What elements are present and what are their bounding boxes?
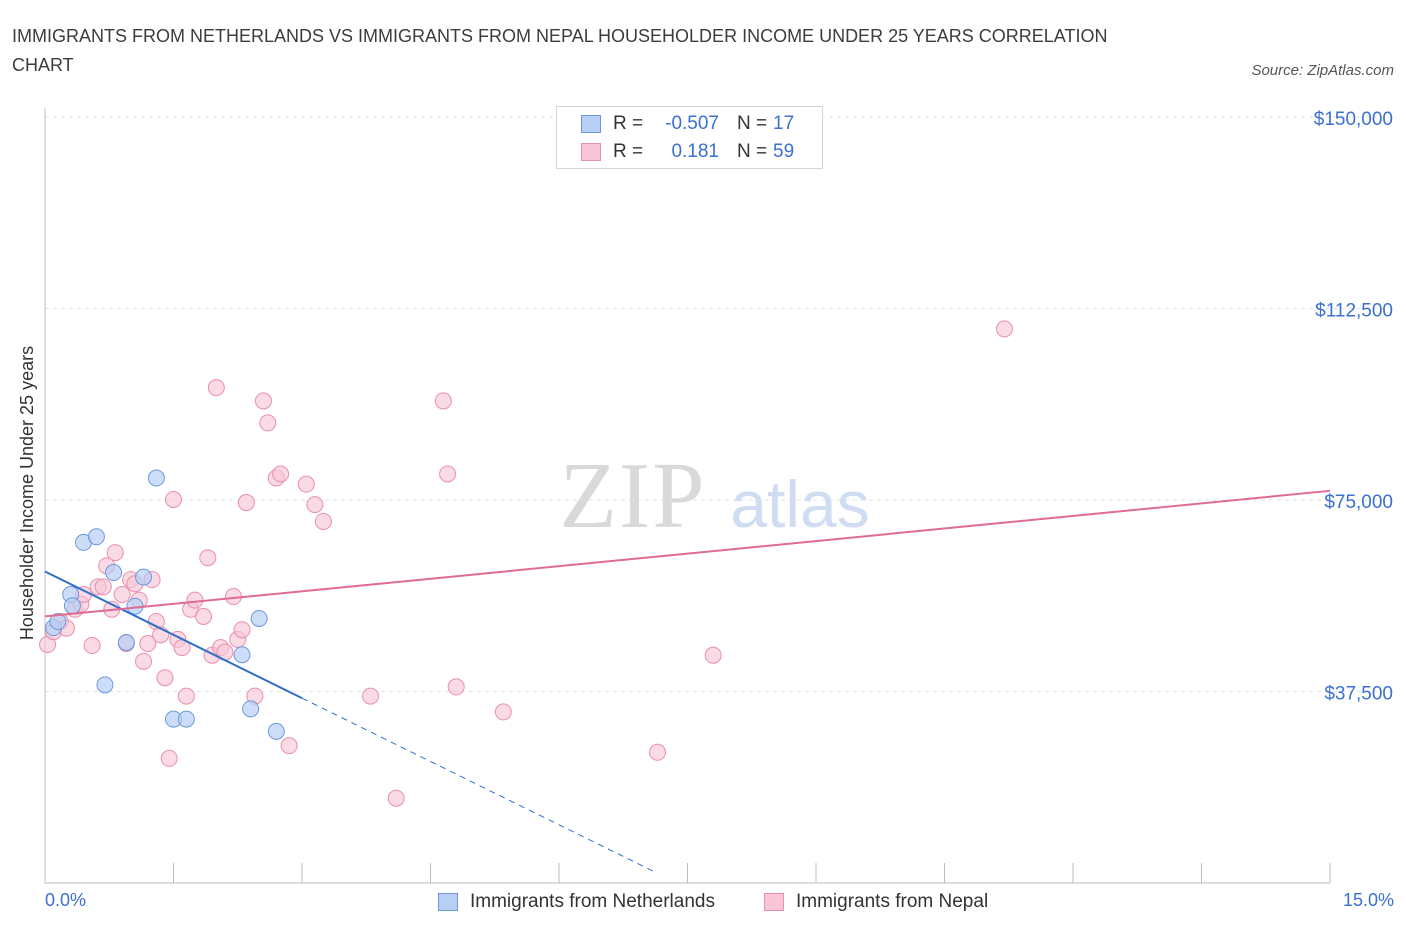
- x-tick-label-max: 15.0%: [1342, 890, 1394, 910]
- netherlands-point: [177, 710, 195, 728]
- nepal-point: [494, 703, 512, 721]
- nepal-point: [194, 607, 212, 625]
- nepal-point: [649, 743, 667, 761]
- y-tick-label: $112,500: [1315, 301, 1393, 322]
- source-label: Source: ZipAtlas.com: [1251, 62, 1394, 79]
- legend-row-nepal: R = 0.181 N = 59: [581, 139, 809, 165]
- netherlands-trend-line: [44, 570, 303, 700]
- nepal-point: [280, 737, 298, 755]
- legend-n-label: N =: [737, 113, 768, 134]
- legend-r-value: 0.181: [671, 141, 719, 162]
- netherlands-point: [63, 597, 81, 615]
- nepal-point: [113, 585, 131, 603]
- series-netherlands: [45, 469, 285, 740]
- nepal-point: [139, 634, 157, 652]
- netherlands-point: [242, 700, 260, 718]
- legend-n-label: N =: [737, 141, 768, 162]
- nepal-point: [387, 789, 405, 807]
- nepal-point: [160, 749, 178, 767]
- bottom-legend-label-nepal: Immigrants from Nepal: [796, 891, 989, 912]
- legend-n-value: 59: [773, 141, 795, 162]
- bottom-legend-swatch-netherlands: [438, 893, 458, 911]
- y-axis-label: Householder Income Under 25 years: [17, 346, 37, 640]
- nepal-point: [165, 490, 182, 508]
- x-tick-label-min: 0.0%: [45, 890, 87, 910]
- nepal-point: [314, 512, 332, 530]
- netherlands-point: [147, 469, 165, 487]
- nepal-trend-line: [44, 489, 1331, 618]
- bottom-legend-label-netherlands: Immigrants from Netherlands: [470, 891, 715, 912]
- netherlands-point: [233, 646, 251, 664]
- nepal-point: [207, 379, 225, 397]
- nepal-point: [177, 687, 195, 705]
- nepal-point: [447, 678, 465, 696]
- stats-legend: R = -0.507 N = 17 R = 0.181 N = 59: [556, 106, 823, 169]
- watermark-zip: ZIP: [560, 444, 707, 548]
- netherlands-point: [117, 633, 135, 651]
- netherlands-trend-extension: [301, 697, 654, 872]
- nepal-point: [362, 687, 380, 705]
- nepal-point: [259, 414, 277, 432]
- nepal-point: [135, 652, 153, 670]
- bottom-legend-netherlands: Immigrants from Netherlands: [438, 889, 715, 915]
- netherlands-point: [135, 568, 153, 586]
- netherlands-point: [87, 528, 105, 546]
- nepal-point: [186, 591, 204, 609]
- nepal-point: [297, 475, 315, 493]
- netherlands-point: [105, 564, 123, 582]
- y-tick-label: $75,000: [1324, 492, 1393, 513]
- netherlands-point: [250, 609, 268, 627]
- legend-r-value: -0.507: [665, 113, 719, 134]
- y-tick-label: $150,000: [1314, 109, 1393, 130]
- nepal-point: [106, 544, 124, 562]
- axes: [44, 108, 1331, 884]
- series-nepal: [39, 320, 1013, 807]
- netherlands-point: [96, 676, 114, 694]
- nepal-point: [83, 637, 101, 655]
- legend-r-label: R =: [613, 141, 644, 162]
- gridlines: [45, 116, 1395, 692]
- bottom-legend-swatch-nepal: [764, 893, 784, 911]
- nepal-point: [306, 496, 324, 514]
- nepal-point: [237, 494, 255, 512]
- nepal-point: [995, 320, 1013, 338]
- netherlands-point: [49, 613, 67, 631]
- nepal-point: [233, 621, 251, 639]
- nepal-point: [94, 578, 112, 596]
- legend-swatch-nepal: [581, 143, 601, 161]
- nepal-point: [156, 669, 174, 687]
- watermark: ZIP atlas: [560, 444, 870, 548]
- legend-r-label: R =: [613, 113, 644, 134]
- nepal-point: [704, 646, 722, 664]
- legend-swatch-netherlands: [581, 115, 601, 133]
- nepal-point: [254, 392, 272, 410]
- y-tick-labels: $37,500 $75,000 $112,500 $150,000: [1314, 109, 1393, 705]
- nepal-point: [439, 465, 457, 483]
- legend-row-netherlands: R = -0.507 N = 17: [581, 111, 809, 137]
- bottom-legend-nepal: Immigrants from Nepal: [764, 889, 988, 915]
- trend-lines: [44, 489, 1331, 872]
- y-tick-label: $37,500: [1324, 684, 1393, 705]
- chart-title: IMMIGRANTS FROM NETHERLANDS VS IMMIGRANT…: [12, 26, 1108, 75]
- nepal-point: [434, 392, 452, 410]
- legend-n-value: 17: [773, 113, 795, 134]
- nepal-point: [272, 465, 290, 483]
- nepal-point: [199, 549, 217, 567]
- watermark-atlas: atlas: [730, 467, 869, 541]
- netherlands-point: [267, 722, 285, 740]
